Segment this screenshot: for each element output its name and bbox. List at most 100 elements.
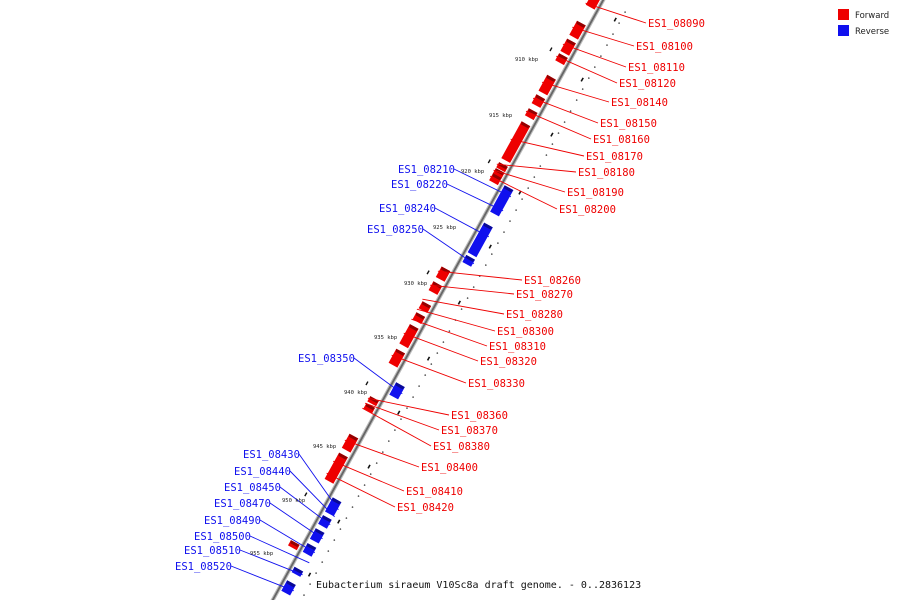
leader-line <box>572 26 635 47</box>
gene-label-es1_08240: ES1_08240 <box>379 203 436 215</box>
ruler-dot <box>527 187 529 189</box>
ruler-dot <box>357 495 360 497</box>
gene-label-es1_08150: ES1_08150 <box>600 118 657 130</box>
major-tick <box>397 410 401 415</box>
gene-label-es1_08250: ES1_08250 <box>367 224 424 236</box>
gene-block-shadow <box>395 382 405 390</box>
leader-line <box>490 175 558 210</box>
forward-gene-block <box>418 301 432 314</box>
ruler-dot <box>497 242 499 244</box>
ruler-dot <box>612 33 614 35</box>
legend-forward-label: Forward <box>855 11 889 21</box>
ruler-dot <box>539 165 542 167</box>
gene-block-shadow <box>421 301 432 309</box>
gene-block-shadow <box>495 168 505 176</box>
gene-label-es1_08140: ES1_08140 <box>611 97 668 109</box>
gene-block-shadow <box>322 515 332 522</box>
legend-reverse-swatch <box>838 25 849 36</box>
leader-line <box>446 183 504 212</box>
ruler-dot <box>412 396 414 398</box>
forward-gene-block <box>555 53 568 66</box>
gene-label-es1_08400: ES1_08400 <box>421 462 478 474</box>
gene-label-es1_08380: ES1_08380 <box>433 441 490 453</box>
gene-label-es1_08090: ES1_08090 <box>648 18 705 30</box>
gene-block-shadow <box>290 540 300 548</box>
ruler-dot <box>363 484 366 486</box>
ruler-dot <box>394 429 396 431</box>
gene-label-es1_08110: ES1_08110 <box>628 62 685 74</box>
scale-label: 955 kbp <box>250 551 273 557</box>
ruler-dot <box>491 253 493 255</box>
gene-block-shadow <box>528 108 538 116</box>
ruler-dot <box>424 374 427 376</box>
ruler-dot <box>606 44 608 46</box>
major-tick <box>613 17 617 22</box>
forward-gene-block <box>585 0 600 10</box>
gene-block-shadow <box>415 312 426 320</box>
ruler-dot <box>418 385 420 387</box>
leader-line <box>422 228 475 265</box>
ruler-dot <box>472 286 475 288</box>
leader-line <box>362 407 432 447</box>
leader-line <box>326 472 396 508</box>
gene-label-es1_08410: ES1_08410 <box>406 486 463 498</box>
scale-label: 950 kbp <box>282 498 305 504</box>
gene-block-shadow <box>395 348 406 356</box>
gene-label-es1_08220: ES1_08220 <box>391 179 448 191</box>
ruler-dot <box>333 539 336 541</box>
ruler-dot <box>466 297 469 299</box>
gene-block-shadow <box>286 580 296 588</box>
major-tick <box>580 77 584 82</box>
leader-line <box>269 502 323 540</box>
scale-label: 925 kbp <box>433 225 456 231</box>
major-tick <box>457 300 462 305</box>
gene-label-es1_08440: ES1_08440 <box>234 466 291 478</box>
ruler-dot <box>485 264 487 266</box>
leader-line <box>416 308 496 332</box>
scale-ticks <box>303 11 626 596</box>
gene-label-es1_08430: ES1_08430 <box>243 449 300 461</box>
scale-label: 910 kbp <box>515 57 538 63</box>
gene-label-es1_08210: ES1_08210 <box>398 164 455 176</box>
ruler-dot <box>448 330 451 332</box>
leader-line <box>411 318 488 347</box>
forward-gene-block <box>524 108 538 121</box>
leader-line <box>364 402 440 431</box>
gene-label-es1_08100: ES1_08100 <box>636 41 693 53</box>
scale-label: 940 kbp <box>344 390 367 396</box>
gene-block-shadow <box>521 121 531 129</box>
leader-line <box>298 453 339 511</box>
leader-line <box>532 97 599 124</box>
ruler-dot <box>406 407 408 409</box>
gene-label-es1_08320: ES1_08320 <box>480 356 537 368</box>
reverse-gene-block <box>467 222 493 258</box>
ruler-dot <box>460 308 463 310</box>
legend-reverse-label: Reverse <box>855 27 889 37</box>
leader-line <box>279 486 331 526</box>
ruler-dot <box>600 55 602 57</box>
gene-block-shadow <box>498 162 508 170</box>
leader-line <box>525 110 592 140</box>
scale-label: 915 kbp <box>489 113 512 119</box>
gene-label-es1_08500: ES1_08500 <box>194 531 251 543</box>
leader-line <box>562 43 627 68</box>
gene-label-es1_08490: ES1_08490 <box>204 515 261 527</box>
reverse-gene-block <box>490 185 514 217</box>
ruler-dot <box>388 440 390 442</box>
ruler-dot <box>569 110 572 112</box>
ruler-dot <box>563 121 566 123</box>
leader-line <box>556 55 618 84</box>
leader-line <box>333 460 405 492</box>
leader-line <box>403 332 479 362</box>
gene-label-es1_08190: ES1_08190 <box>567 187 624 199</box>
ruler-dot <box>624 11 626 13</box>
ruler-dot <box>515 209 517 211</box>
gene-block-shadow <box>504 185 514 193</box>
major-tick <box>426 356 431 361</box>
ruler-dot <box>557 132 560 134</box>
right-tick <box>304 492 308 497</box>
ruler-dot <box>551 143 554 145</box>
ruler-dot <box>369 473 372 475</box>
leader-line <box>493 169 566 193</box>
gene-label-es1_08360: ES1_08360 <box>451 410 508 422</box>
